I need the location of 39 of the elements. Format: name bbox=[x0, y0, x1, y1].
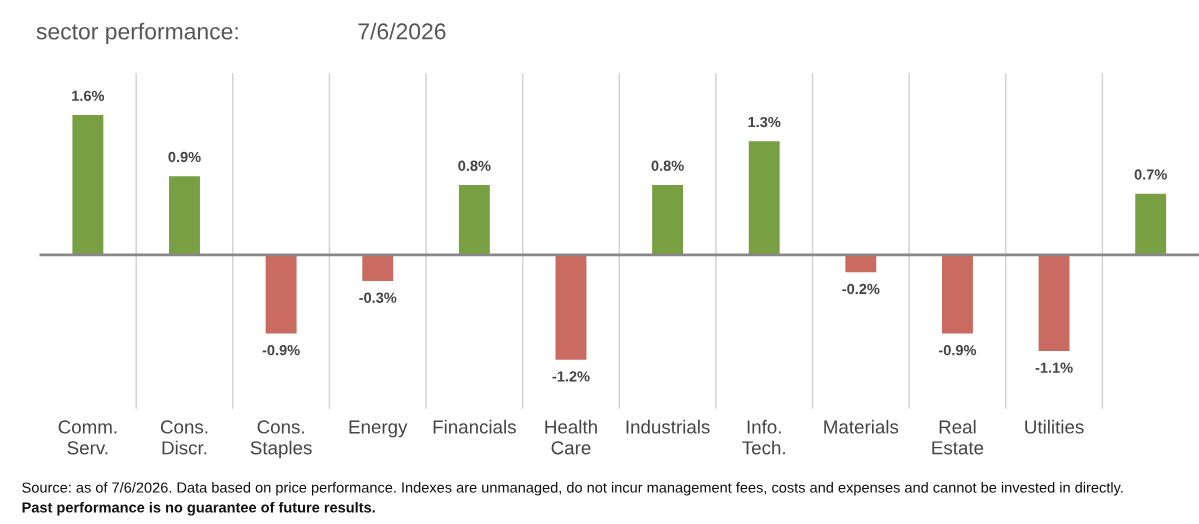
text: Past performance is no guarantee of future results. bbox=[22, 501, 375, 516]
x-tick-label: Comm. Serv. bbox=[58, 420, 117, 455]
bar bbox=[72, 114, 104, 255]
data-label: 0.8% bbox=[651, 160, 684, 171]
data-label: -0.3% bbox=[359, 292, 397, 303]
data-label: -0.9% bbox=[938, 345, 977, 356]
data-label: 1.6% bbox=[72, 90, 105, 101]
bar bbox=[1135, 193, 1167, 255]
x-tick-label: Cons. Staples bbox=[250, 420, 312, 459]
x-tick-label: Real Estate bbox=[932, 419, 984, 455]
data-label: 0.8% bbox=[458, 160, 491, 171]
source-note: Source: as of 7/6/2026. Data based on price performance. Indexes are unmanaged, do not incur management fees, costs and expenses and cannot be invested in directly. bbox=[22, 481, 1123, 496]
bar bbox=[748, 141, 780, 255]
x-tick-label: Cons. Discr. bbox=[160, 420, 208, 455]
x-tick-label: Industrials bbox=[626, 419, 710, 434]
data-label: 0.9% bbox=[168, 151, 201, 163]
data-label: -1.2% bbox=[552, 371, 590, 382]
x-tick-label: Financials bbox=[433, 419, 516, 434]
data-label: 0.7% bbox=[1134, 169, 1167, 180]
bar bbox=[265, 254, 297, 334]
x-tick-label: Materials bbox=[824, 419, 899, 434]
bar bbox=[169, 176, 200, 255]
bar bbox=[1038, 254, 1070, 352]
bar bbox=[362, 254, 394, 282]
data-label: -0.9% bbox=[262, 345, 300, 356]
bar bbox=[845, 254, 877, 273]
chart-title: sector performance: bbox=[36, 22, 238, 45]
data-label: -0.2% bbox=[842, 283, 880, 295]
bar bbox=[941, 254, 973, 334]
bar bbox=[458, 184, 490, 255]
bar bbox=[555, 254, 587, 360]
x-tick-label: Health Care bbox=[545, 419, 597, 455]
data-label: 1.3% bbox=[748, 116, 781, 128]
x-tick-label: Utilities bbox=[1025, 419, 1084, 434]
data-label: -1.1% bbox=[1035, 362, 1073, 373]
chart-subtitle: 7/6/2026 bbox=[358, 22, 446, 40]
bar bbox=[652, 184, 684, 255]
x-tick-label: Info. Tech. bbox=[742, 419, 785, 455]
x-tick-label: Energy bbox=[349, 420, 408, 438]
